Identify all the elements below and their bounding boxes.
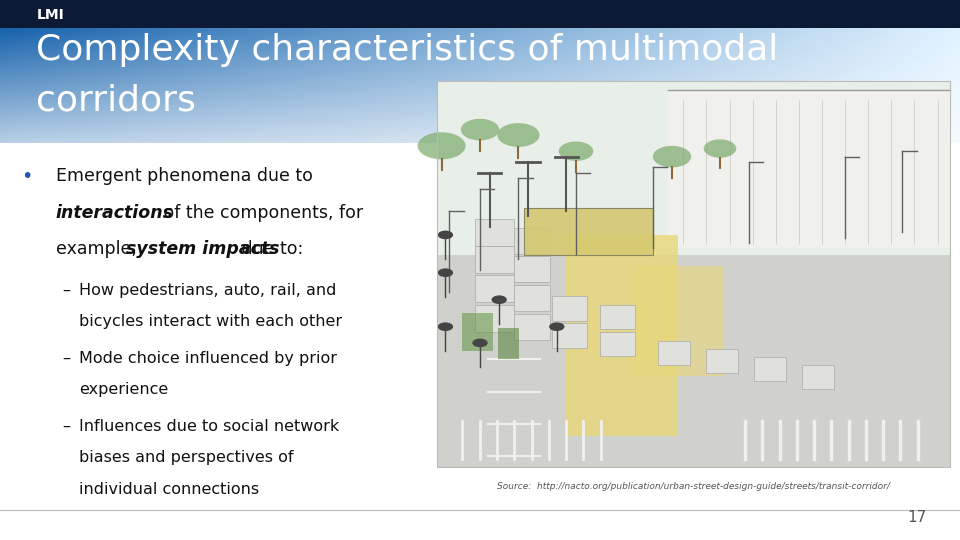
Circle shape [438,322,453,331]
Bar [802,365,834,389]
Bar [475,246,514,273]
Bar [524,208,653,255]
Bar [437,81,950,467]
Bar [706,349,738,373]
Text: Source:  http://nacto.org/publication/urban-street-design-guide/streets/transit-: Source: http://nacto.org/publication/urb… [497,482,890,491]
Bar [463,313,493,351]
Text: experience: experience [79,382,168,397]
Circle shape [438,268,453,277]
Bar [0,0,960,28]
Bar [552,323,587,348]
Bar [658,341,690,364]
Bar [437,81,950,467]
Bar [514,256,550,282]
Circle shape [497,123,540,147]
Text: system impacts: system impacts [126,240,279,258]
Text: Mode choice influenced by prior: Mode choice influenced by prior [79,351,337,366]
Circle shape [492,295,507,304]
Circle shape [559,141,593,161]
Text: interactions: interactions [56,204,174,221]
Bar [565,235,678,436]
Bar [524,208,653,255]
Text: due to:: due to: [236,240,303,258]
Text: •: • [21,167,33,186]
Bar [600,305,635,329]
Bar [514,228,550,254]
Bar [600,332,635,356]
Bar [524,208,653,255]
Text: –: – [62,419,70,434]
Text: How pedestrians, auto, rail, and: How pedestrians, auto, rail, and [79,283,336,298]
Text: Influences due to social network: Influences due to social network [79,419,339,434]
Text: Emergent phenomena due to: Emergent phenomena due to [56,167,313,185]
Bar [754,357,786,381]
Circle shape [704,139,736,158]
Text: Complexity characteristics of multimodal: Complexity characteristics of multimodal [36,33,779,68]
Circle shape [418,132,466,159]
Circle shape [653,146,691,167]
Bar [514,314,550,340]
Bar [475,219,514,246]
Bar [475,275,514,302]
Text: of the components, for: of the components, for [158,204,364,221]
Circle shape [461,119,499,140]
Bar [498,328,519,359]
Text: example,: example, [56,240,142,258]
Circle shape [438,231,453,239]
Text: individual connections: individual connections [79,482,259,497]
Circle shape [472,339,488,347]
Bar [437,81,950,266]
Bar [552,296,587,321]
Circle shape [549,322,564,331]
Text: LMI: LMI [36,8,64,22]
Text: corridors: corridors [36,83,197,117]
Bar [475,305,514,332]
Bar [633,266,724,376]
Bar [437,255,950,467]
Bar [668,90,950,248]
Text: –: – [62,351,70,366]
Text: biases and perspectives of: biases and perspectives of [79,450,293,465]
Bar [514,285,550,310]
Text: –: – [62,283,70,298]
Text: bicycles interact with each other: bicycles interact with each other [79,314,342,329]
Text: 17: 17 [907,510,926,525]
